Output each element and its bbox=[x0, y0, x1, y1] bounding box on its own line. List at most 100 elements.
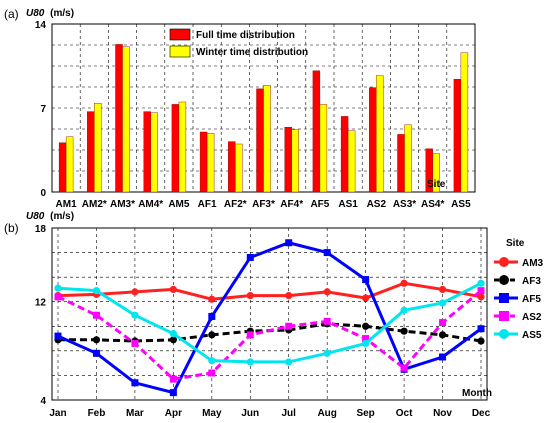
bar-chart: U80 (m/s) 0 7 14 AM1 AM2* AM3* AM4* AM5 AF1 AF2*… bbox=[26, 8, 476, 210]
point-as2-jan bbox=[54, 293, 62, 301]
legend-label-as2: AS2 bbox=[522, 312, 542, 323]
point-af3-sep bbox=[362, 322, 370, 330]
legend-swatch-winter-time bbox=[169, 45, 191, 58]
series-am3 bbox=[54, 279, 485, 303]
point-af5-jul bbox=[285, 239, 293, 247]
bar-af2star-full bbox=[228, 141, 236, 193]
point-as5-jul bbox=[285, 358, 293, 366]
point-af5-may bbox=[208, 312, 216, 320]
bar-chart-xtick-5: AF1 bbox=[198, 199, 217, 210]
bar-chart-xtick-14: AS5 bbox=[451, 199, 471, 210]
point-af5-aug bbox=[323, 249, 331, 257]
line-chart-series bbox=[54, 239, 485, 397]
line-chart-xtick-jan: Jan bbox=[49, 408, 66, 419]
point-af5-nov bbox=[439, 353, 447, 361]
bar-am3star-full bbox=[115, 44, 123, 193]
point-am3-mar bbox=[131, 288, 139, 296]
bar-am3star-winter bbox=[122, 46, 130, 193]
point-as5-mar bbox=[131, 311, 139, 319]
point-am3-apr bbox=[169, 285, 177, 294]
point-as5-oct bbox=[400, 306, 408, 314]
line-chart-x-ticks: Jan Feb Mar Apr May Jun Jul Aug Sep Oct Nov Dec bbox=[49, 408, 490, 419]
point-as2-feb bbox=[92, 311, 100, 319]
bar-as5-winter bbox=[460, 52, 469, 193]
bar-af1-full bbox=[199, 131, 208, 193]
bar-af1-winter bbox=[206, 132, 215, 193]
series-af5 bbox=[54, 239, 485, 397]
bar-am4star-winter bbox=[150, 112, 158, 193]
point-as5-may bbox=[208, 357, 216, 365]
bar-as1-full bbox=[340, 116, 349, 193]
point-af3-nov bbox=[438, 331, 447, 339]
point-af3-feb bbox=[92, 336, 101, 344]
line-chart-xtick-dec: Dec bbox=[472, 408, 491, 419]
line-chart-ytick-2: 18 bbox=[35, 224, 47, 235]
point-am3-dec bbox=[477, 293, 485, 301]
legend-item-am3: AM3 bbox=[494, 257, 544, 269]
bar-as1-winter bbox=[347, 130, 356, 193]
point-am3-may bbox=[208, 295, 216, 303]
line-as5 bbox=[57, 281, 482, 364]
point-am3-aug bbox=[323, 288, 331, 296]
bar-chart-ylabel: U80 (m/s) bbox=[26, 8, 74, 19]
legend-label-as5: AS5 bbox=[522, 330, 542, 341]
bar-am1-full bbox=[58, 142, 67, 193]
bar-chart-xtick-7: AF3* bbox=[252, 199, 275, 210]
point-af3-oct bbox=[400, 327, 408, 335]
line-af5 bbox=[57, 241, 482, 395]
bar-chart-ytick-0: 0 bbox=[40, 188, 46, 199]
bar-chart-ytick-2: 14 bbox=[35, 20, 47, 31]
line-chart-xlabel: Month bbox=[462, 388, 492, 399]
point-af5-feb bbox=[92, 349, 100, 357]
line-am3 bbox=[57, 281, 482, 301]
point-af5-jun bbox=[246, 253, 254, 261]
bar-as5-full bbox=[453, 78, 462, 193]
legend-label-am3: AM3 bbox=[522, 258, 544, 269]
line-chart-plot-area bbox=[51, 227, 488, 401]
legend-marker-as2 bbox=[499, 311, 509, 321]
line-chart-legend: AM3 AF3 AF5 AS2 AS5 bbox=[494, 257, 544, 341]
point-as2-mar bbox=[131, 339, 139, 347]
series-as2 bbox=[54, 287, 485, 383]
bar-chart-xtick-4: AM5 bbox=[168, 199, 190, 210]
point-af5-dec bbox=[477, 325, 485, 333]
legend-item-af3: AF3 bbox=[494, 275, 541, 287]
point-am3-sep bbox=[362, 294, 370, 302]
bar-chart-xtick-8: AF4* bbox=[280, 199, 303, 210]
bar-am2star-full bbox=[87, 111, 95, 193]
legend-marker-af3 bbox=[499, 275, 509, 285]
point-as2-oct bbox=[400, 364, 408, 372]
point-am3-jul bbox=[285, 291, 293, 300]
bar-am4star-full bbox=[143, 111, 151, 193]
line-chart-xtick-oct: Oct bbox=[396, 408, 413, 419]
point-as2-aug bbox=[323, 317, 331, 325]
legend-item-as2: AS2 bbox=[494, 311, 542, 323]
bar-chart-xtick-10: AS1 bbox=[338, 199, 358, 210]
line-chart-ylabel-unit: (m/s) bbox=[50, 211, 74, 222]
line-chart-xtick-aug: Aug bbox=[317, 408, 336, 419]
legend-label-full-time: Full time distribution bbox=[196, 30, 295, 41]
point-af5-jan bbox=[54, 332, 62, 340]
point-as2-apr bbox=[169, 375, 177, 383]
line-chart-xtick-may: May bbox=[202, 408, 222, 419]
bar-chart-xtick-12: AS3* bbox=[393, 199, 416, 210]
point-as2-jun bbox=[246, 331, 254, 339]
legend-marker-am3 bbox=[499, 257, 509, 267]
line-chart-ytick-1: 12 bbox=[35, 298, 47, 309]
point-as5-dec bbox=[477, 279, 485, 287]
series-as5 bbox=[54, 279, 485, 366]
line-chart-xtick-feb: Feb bbox=[88, 408, 106, 419]
line-chart-xtick-jul: Jul bbox=[282, 408, 297, 419]
point-as5-jun bbox=[246, 358, 254, 366]
bar-af4star-full bbox=[284, 126, 292, 193]
line-chart-xtick-nov: Nov bbox=[433, 408, 452, 419]
bar-chart-xtick-13: AS4* bbox=[421, 199, 444, 210]
bar-am1-winter bbox=[65, 136, 74, 193]
point-as2-sep bbox=[362, 335, 370, 343]
bar-af4star-winter bbox=[291, 129, 299, 193]
legend-swatch-full-time bbox=[169, 28, 191, 41]
bar-am5-winter bbox=[178, 101, 187, 193]
bar-as2-full bbox=[369, 87, 377, 193]
bar-chart-xtick-3: AM4* bbox=[138, 199, 163, 210]
point-as5-sep bbox=[362, 339, 370, 348]
